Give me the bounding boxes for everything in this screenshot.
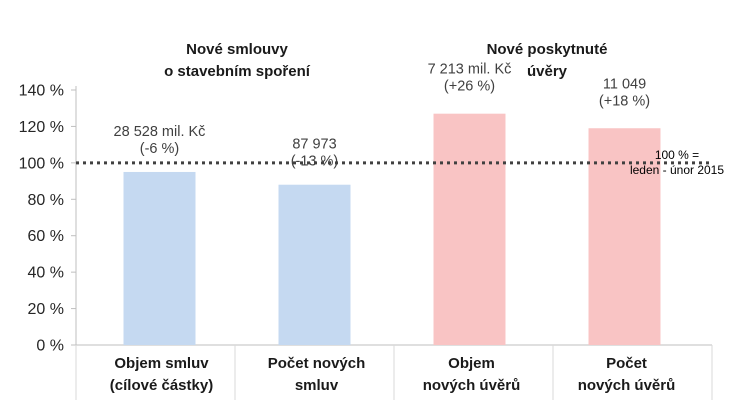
y-tick-label: 60 %	[28, 228, 64, 245]
bar	[433, 113, 506, 345]
bar	[278, 184, 351, 345]
data-label: 11 049 (+18 %)	[599, 76, 650, 109]
y-tick-label: 140 %	[19, 83, 64, 100]
y-tick-label: 80 %	[28, 192, 64, 209]
bar	[588, 128, 661, 345]
group-title: Nové poskytnuté úvěry	[487, 41, 608, 80]
reference-line-label: 100 % = leden - únor 2015	[630, 148, 724, 177]
group-title: Nové smlouvy o stavebním spoření	[164, 41, 311, 80]
x-category-label: Objem smluv (cílové částky)	[110, 355, 213, 394]
y-tick-label: 20 %	[28, 301, 64, 318]
x-category-label: Počet nových smluv	[268, 355, 366, 394]
data-label: 7 213 mil. Kč (+26 %)	[428, 62, 512, 95]
data-label: 87 973 (-13 %)	[291, 137, 339, 170]
y-tick-label: 0 %	[36, 338, 64, 355]
bar	[123, 171, 196, 345]
y-tick-label: 40 %	[28, 265, 64, 282]
y-tick-label: 100 %	[19, 155, 64, 172]
x-category-label: Objem nových úvěrů	[423, 355, 521, 394]
data-label: 28 528 mil. Kč (-6 %)	[114, 124, 206, 157]
x-category-label: Počet nových úvěrů	[578, 355, 676, 394]
y-tick-label: 120 %	[19, 119, 64, 136]
